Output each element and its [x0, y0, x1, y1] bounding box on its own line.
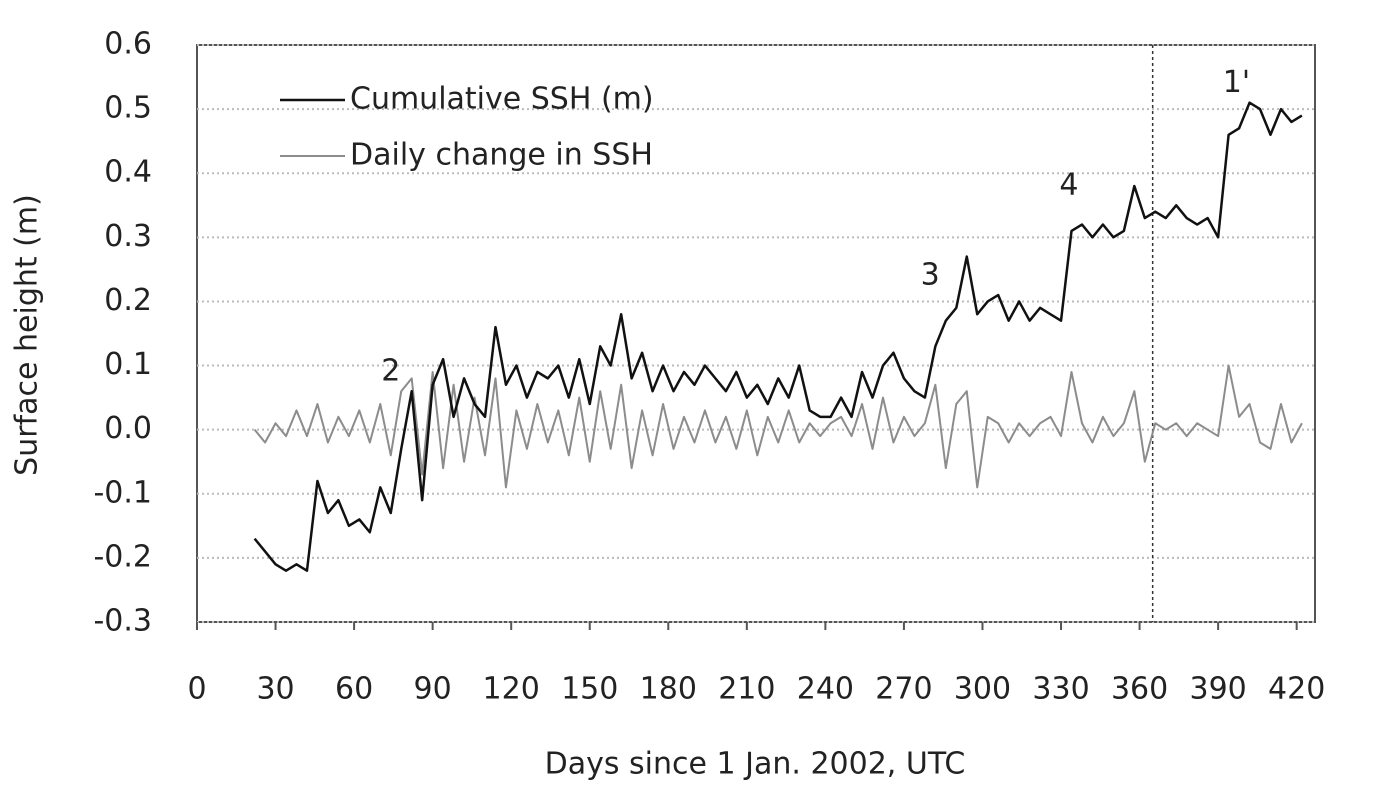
annotation: 1'	[1223, 65, 1250, 100]
series-line	[253, 101, 1303, 572]
y-tick-label: 0.6	[104, 27, 152, 62]
y-axis-label: Surface height (m)	[10, 194, 45, 476]
x-tick-label: 270	[875, 672, 932, 707]
x-tick-label: 150	[561, 672, 618, 707]
x-tick-label: 330	[1032, 672, 1089, 707]
x-tick-label: 210	[718, 672, 775, 707]
y-tick-label: -0.1	[93, 475, 152, 510]
x-tick-label: 240	[797, 672, 854, 707]
annotation: 2	[381, 353, 400, 388]
x-tick-label: 60	[335, 672, 373, 707]
x-tick-label: 0	[187, 672, 206, 707]
annotation: 4	[1059, 168, 1078, 203]
x-tick-label: 390	[1189, 672, 1246, 707]
y-tick-label: 0.4	[104, 155, 152, 190]
x-tick-label: 180	[640, 672, 697, 707]
y-tick-label: -0.3	[93, 604, 152, 639]
x-tick-label: 420	[1268, 672, 1325, 707]
y-tick-label: 0.2	[104, 283, 152, 318]
y-tick-label: 0.3	[104, 219, 152, 254]
annotation: 3	[921, 257, 940, 292]
plot-frame	[196, 44, 1316, 623]
x-tick-label: 300	[954, 672, 1011, 707]
x-tick-label: 90	[414, 672, 452, 707]
y-tick-label: 0.1	[104, 347, 152, 382]
legend-label: Daily change in SSH	[350, 138, 653, 173]
y-tick-label: 0.5	[104, 91, 152, 126]
x-axis-label: Days since 1 Jan. 2002, UTC	[545, 747, 966, 782]
x-tick-label: 120	[483, 672, 540, 707]
y-tick-label: 0.0	[104, 411, 152, 446]
x-tick-label: 30	[256, 672, 294, 707]
legend-label: Cumulative SSH (m)	[350, 82, 654, 117]
x-tick-label: 360	[1111, 672, 1168, 707]
series-line	[253, 364, 1303, 489]
y-tick-label: -0.2	[93, 539, 152, 574]
